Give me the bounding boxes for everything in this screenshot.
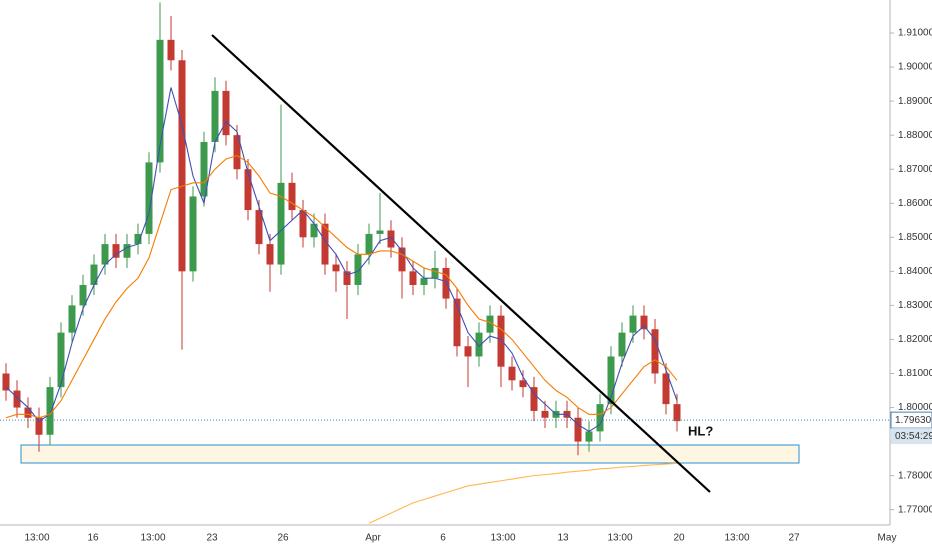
candle-body: [167, 39, 175, 61]
candle-body: [79, 284, 87, 306]
candle-body: [420, 278, 428, 285]
candle-body: [387, 230, 395, 248]
candle-body: [321, 223, 329, 265]
x-tick-label: May: [878, 533, 897, 544]
countdown-box: [891, 428, 932, 445]
x-tick-label: 13:00: [607, 533, 632, 544]
x-tick-label: 13:00: [24, 533, 49, 544]
y-tick-label: 1.91000: [898, 28, 932, 39]
candle-body: [541, 410, 549, 418]
candle-body: [35, 417, 43, 435]
candle-body: [46, 387, 54, 435]
candle-body: [497, 315, 505, 367]
candle-body: [475, 332, 483, 357]
candle-body: [90, 264, 98, 285]
candle-body: [486, 315, 494, 333]
candle-body: [354, 254, 362, 285]
candle-body: [277, 182, 285, 265]
x-tick-label: 13: [557, 533, 569, 544]
candle-body: [68, 305, 76, 333]
candle-body: [409, 271, 417, 285]
candle-body: [365, 233, 373, 255]
y-tick-label: 1.88000: [898, 130, 932, 141]
candle-body: [618, 332, 626, 357]
candle-body: [310, 223, 318, 238]
moving-average: [5, 154, 678, 419]
candle-body: [222, 90, 230, 136]
y-tick-label: 1.81000: [898, 368, 932, 379]
last-price-label: 1.79630: [895, 415, 932, 426]
candle-body: [156, 39, 164, 163]
candle-body: [662, 373, 670, 405]
candle-body: [255, 210, 263, 245]
y-tick-label: 1.80000: [898, 402, 932, 413]
candle-body: [13, 390, 21, 408]
candle-body: [101, 244, 109, 265]
annotation: HL?: [688, 423, 713, 438]
candle-body: [530, 387, 538, 411]
candle-body: [189, 196, 197, 272]
candle-body: [453, 298, 461, 347]
candle-body: [585, 431, 593, 442]
candle-body: [332, 264, 340, 272]
y-tick-label: 1.87000: [898, 164, 932, 175]
candle-body: [57, 332, 65, 388]
candle-body: [299, 210, 307, 238]
candle-body: [24, 407, 32, 418]
y-tick-label: 1.83000: [898, 300, 932, 311]
candle-body: [178, 60, 186, 272]
x-tick-label: 6: [440, 533, 446, 544]
candle-body: [607, 356, 615, 405]
y-tick-label: 1.82000: [898, 334, 932, 345]
candle-body: [508, 366, 516, 381]
x-tick-label: 13:00: [490, 533, 515, 544]
candle-body: [233, 135, 241, 170]
candle-body: [596, 404, 604, 432]
x-tick-label: 13:00: [724, 533, 749, 544]
y-tick-label: 1.78000: [898, 470, 932, 481]
candle-body: [431, 267, 439, 279]
x-tick-label: 20: [673, 533, 685, 544]
candle-body: [244, 169, 252, 211]
candle-body: [464, 346, 472, 357]
candle-body: [112, 244, 120, 258]
candle-body: [640, 315, 648, 330]
candle-body: [343, 271, 351, 285]
support-zone: [20, 444, 800, 464]
candle-body: [200, 141, 208, 197]
candle-body: [2, 373, 10, 391]
x-tick-label: 23: [206, 533, 218, 544]
candle-body: [574, 417, 582, 442]
y-tick-label: 1.84000: [898, 266, 932, 277]
candle-body: [673, 404, 681, 422]
countdown-label: 03:54:29: [895, 431, 932, 442]
x-tick-label: 16: [87, 533, 99, 544]
candle-body: [211, 90, 219, 142]
y-tick-label: 1.77000: [898, 504, 932, 515]
candle-body: [266, 244, 274, 265]
y-tick-label: 1.89000: [898, 96, 932, 107]
y-tick-label: 1.86000: [898, 198, 932, 209]
candle-body: [145, 162, 153, 234]
y-tick-label: 1.90000: [898, 62, 932, 73]
candle-body: [629, 315, 637, 333]
candle-body: [442, 267, 450, 299]
candle-body: [288, 182, 296, 211]
x-tick-label: Apr: [365, 533, 381, 544]
candle-body: [123, 244, 131, 258]
y-tick-label: 1.85000: [898, 232, 932, 243]
candle-body: [134, 233, 142, 245]
moving-average: [5, 87, 678, 433]
x-tick-label: 27: [788, 533, 800, 544]
candle-body: [519, 380, 527, 388]
x-tick-label: 26: [277, 533, 289, 544]
candle-body: [398, 247, 406, 272]
candle-body: [651, 329, 659, 374]
x-tick-label: 13:00: [140, 533, 165, 544]
moving-average: [368, 462, 678, 524]
candle-body: [376, 230, 384, 234]
trendline: [211, 34, 711, 493]
